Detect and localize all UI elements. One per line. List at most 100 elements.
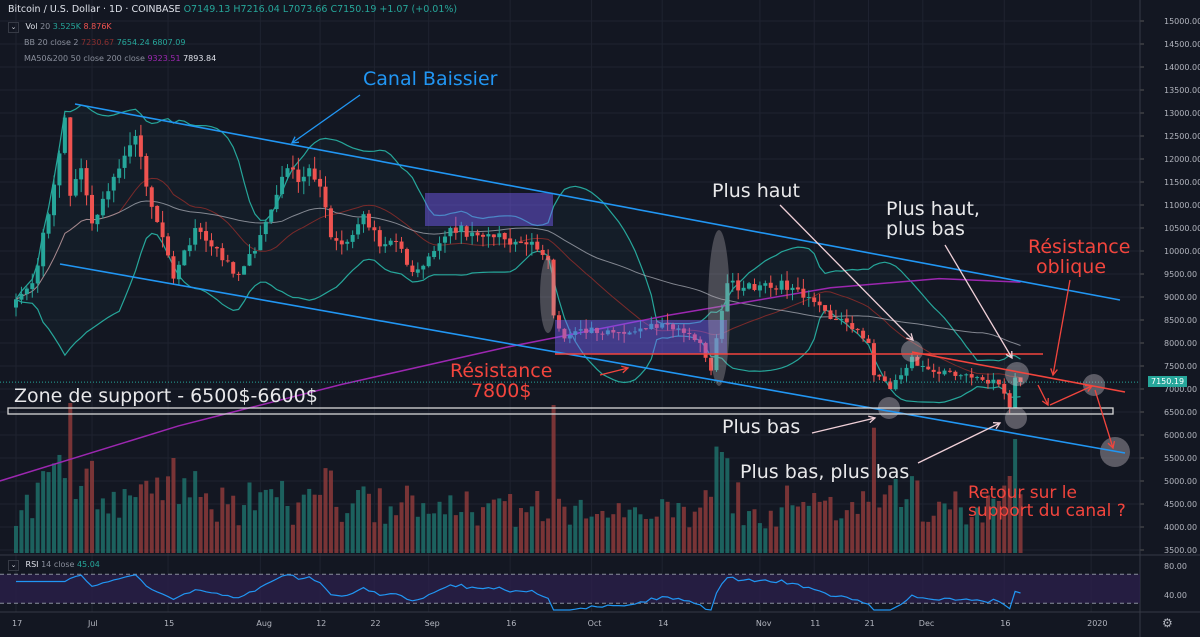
- bb-fill: [16, 105, 1021, 403]
- candle: [171, 250, 176, 285]
- ohlc-low: L7073.66: [282, 4, 328, 15]
- candle-body: [182, 250, 187, 266]
- volume-bar: [741, 525, 746, 553]
- volume-bar: [638, 514, 643, 553]
- volume-bar: [377, 488, 382, 553]
- candle-body: [415, 269, 420, 273]
- collapse-chevron-icon[interactable]: ⌄: [8, 560, 19, 571]
- candle: [823, 305, 828, 314]
- volume-bar: [833, 520, 838, 553]
- candle-body: [388, 240, 393, 245]
- volume-bar: [448, 495, 453, 553]
- y-tick-label: 10000.00: [1164, 247, 1200, 256]
- volume-legend[interactable]: ⌄ Vol 20 3.525K 8.876K: [8, 22, 112, 33]
- ma-legend[interactable]: MA50&200 50 close 200 close 9323.51 7893…: [24, 54, 216, 63]
- volume-bar: [817, 501, 822, 553]
- candle-body: [795, 287, 800, 290]
- resistance-7800-arrow-head: [621, 365, 630, 374]
- volume-bar: [301, 494, 306, 553]
- candle: [263, 219, 268, 242]
- candle: [584, 319, 589, 340]
- candle: [274, 185, 279, 213]
- candle-body: [747, 283, 752, 289]
- volume-bar: [730, 513, 735, 553]
- volume-bar: [73, 499, 78, 553]
- candle-body: [904, 367, 909, 376]
- candle: [871, 339, 876, 382]
- candle: [149, 185, 154, 219]
- candle: [692, 332, 697, 342]
- candle-body: [285, 168, 290, 177]
- volume-bar: [497, 498, 502, 553]
- candle-body: [247, 254, 252, 266]
- candle: [486, 227, 491, 248]
- annotation-line-1: Plus haut,: [886, 198, 980, 220]
- candle: [312, 156, 317, 182]
- y-tick-label: 6000.00: [1164, 431, 1197, 440]
- y-tick-label: 9500.00: [1164, 270, 1197, 279]
- settings-gear-icon[interactable]: ⚙: [1162, 616, 1173, 630]
- candle-body: [671, 324, 676, 330]
- candle: [1007, 390, 1012, 414]
- volume-bar: [589, 516, 594, 553]
- volume-bar: [909, 476, 914, 553]
- volume-bar: [122, 489, 127, 553]
- candle-body: [84, 168, 89, 196]
- vol-params: 20: [40, 22, 51, 31]
- candle-body: [480, 234, 485, 237]
- volume-bar: [356, 490, 361, 553]
- candle: [877, 374, 882, 381]
- ohlc-close: C7150.19: [330, 4, 377, 15]
- candle-body: [41, 232, 46, 267]
- y-tick-label: 12000.00: [1164, 155, 1200, 164]
- volume-bar: [627, 509, 632, 553]
- candle: [394, 233, 399, 253]
- annotation-line-2: oblique: [1036, 255, 1107, 278]
- volume-bar: [681, 506, 686, 553]
- annotation-line-1: Retour sur le: [968, 483, 1077, 503]
- volume-bar: [747, 511, 752, 553]
- candle-body: [964, 374, 969, 376]
- candle-body: [35, 265, 40, 284]
- annotation-line-2: 7800$: [470, 379, 532, 402]
- x-tick-label: Jul: [87, 619, 98, 628]
- candle-body: [453, 227, 458, 233]
- projection-arrow-3: [1094, 389, 1114, 449]
- candle: [557, 311, 561, 332]
- bb-legend[interactable]: BB 20 close 2 7230.67 7654.24 6807.09: [24, 38, 185, 47]
- channel-upper-line: [74, 103, 1121, 301]
- volume-bar: [491, 499, 496, 553]
- volume-bar: [888, 485, 893, 553]
- candle: [497, 225, 502, 246]
- vol-value-1: 3.525K: [52, 22, 81, 31]
- volume-bar: [334, 506, 339, 553]
- candle-body: [52, 184, 57, 216]
- candle: [703, 341, 708, 363]
- candle-body: [155, 205, 160, 222]
- candle-body: [263, 221, 268, 235]
- annotation-zone-support: Zone de support - 6500$-6600$: [14, 385, 318, 407]
- candle-body: [383, 244, 388, 247]
- volume-bar: [247, 482, 252, 553]
- collapse-chevron-icon[interactable]: ⌄: [8, 22, 19, 33]
- candle-body: [806, 297, 811, 298]
- candle: [795, 277, 800, 292]
- candle: [622, 324, 627, 343]
- candle: [383, 236, 388, 253]
- candle: [464, 224, 469, 241]
- candle: [915, 355, 920, 366]
- candle-body: [595, 327, 600, 334]
- candle: [361, 211, 366, 233]
- volume-bar: [567, 524, 572, 553]
- candle-body: [942, 370, 947, 375]
- candle: [41, 229, 46, 277]
- y-tick-label: 7500.00: [1164, 362, 1197, 371]
- rsi-legend[interactable]: ⌄ RSI 14 close 45.04: [8, 560, 100, 571]
- candle-body: [540, 249, 545, 255]
- candle-body: [149, 187, 154, 207]
- candle-body: [736, 280, 741, 291]
- candle: [605, 327, 610, 336]
- candle: [35, 257, 40, 293]
- volume-bar: [709, 496, 714, 553]
